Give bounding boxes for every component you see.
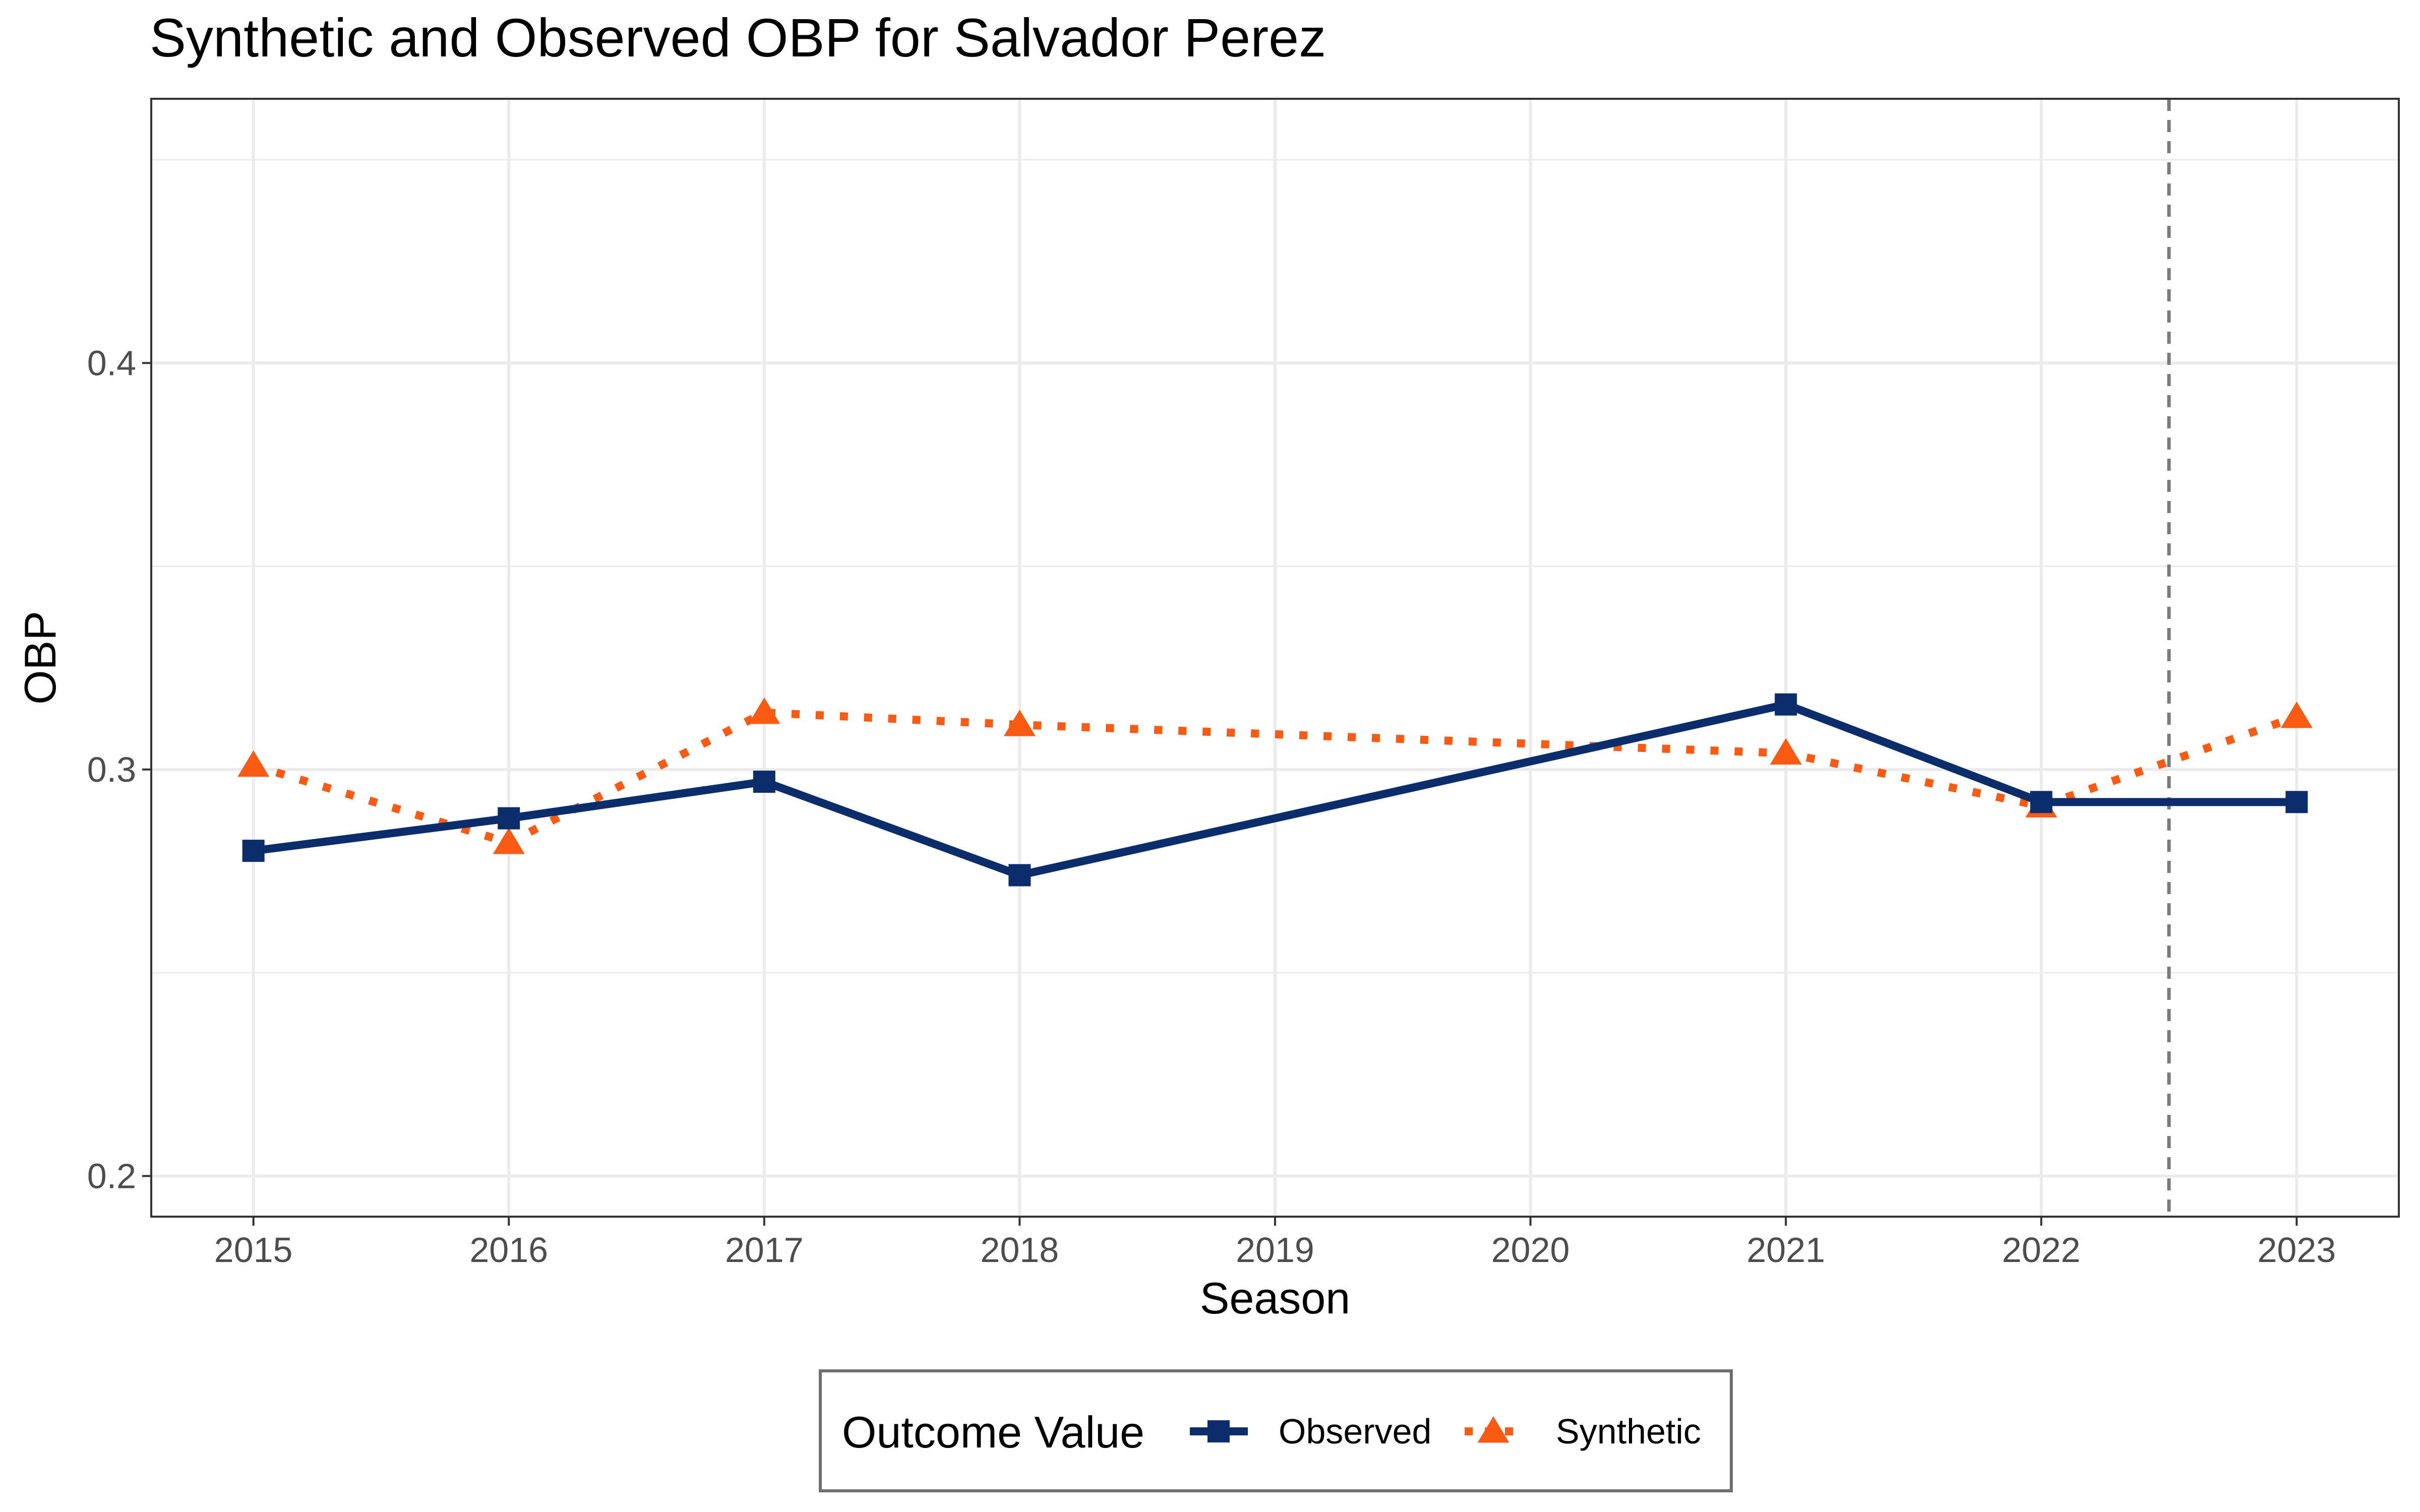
point-synthetic: [1003, 710, 1036, 736]
chart-title: Synthetic and Observed OBP for Salvador …: [150, 7, 1326, 68]
point-synthetic: [1770, 738, 1802, 765]
y-tick-label: 0.2: [87, 1156, 136, 1195]
x-tick-label: 2023: [2257, 1230, 2336, 1270]
legend-box: [819, 1369, 1733, 1492]
legend-key-triangle-icon: [1477, 1416, 1509, 1443]
y-axis-title: OBP: [15, 611, 65, 705]
point-observed: [242, 840, 265, 862]
x-tick-label: 2016: [469, 1230, 548, 1270]
x-tick-label: 2019: [1236, 1230, 1314, 1270]
point-observed: [2030, 791, 2052, 813]
x-axis-title: Season: [1200, 1273, 1350, 1323]
point-observed: [2285, 791, 2308, 813]
x-tick-label: 2015: [214, 1230, 293, 1270]
point-observed: [498, 807, 520, 830]
axes: 0.2 0.3 0.4 2015 2016 2017 2018 2019 2020 2021 202…: [87, 343, 2336, 1270]
x-tick-label: 2022: [2002, 1230, 2081, 1270]
point-observed: [1008, 864, 1031, 887]
point-synthetic: [748, 697, 780, 724]
legend-label: Observed: [1279, 1412, 1431, 1451]
point-observed: [1775, 693, 1797, 716]
point-synthetic: [2280, 701, 2313, 728]
y-tick-label: 0.3: [87, 750, 136, 789]
point-observed: [753, 770, 775, 793]
legend-title: Outcome Value: [842, 1407, 1144, 1457]
legend-label: Synthetic: [1556, 1412, 1701, 1451]
point-synthetic: [237, 750, 270, 777]
x-tick-label: 2018: [981, 1230, 1059, 1270]
grid: [151, 99, 2399, 1217]
legend-items: Observed Synthetic: [1190, 1412, 1701, 1451]
point-synthetic: [493, 827, 525, 854]
legend-key-square-icon: [1207, 1420, 1230, 1442]
y-tick-label: 0.4: [87, 343, 136, 383]
x-tick-label: 2017: [725, 1230, 804, 1270]
x-tick-label: 2020: [1491, 1230, 1570, 1270]
legend: Outcome Value Observed Synthetic: [819, 1369, 1733, 1492]
x-tick-label: 2021: [1746, 1230, 1825, 1270]
series-layer: [237, 693, 2313, 887]
